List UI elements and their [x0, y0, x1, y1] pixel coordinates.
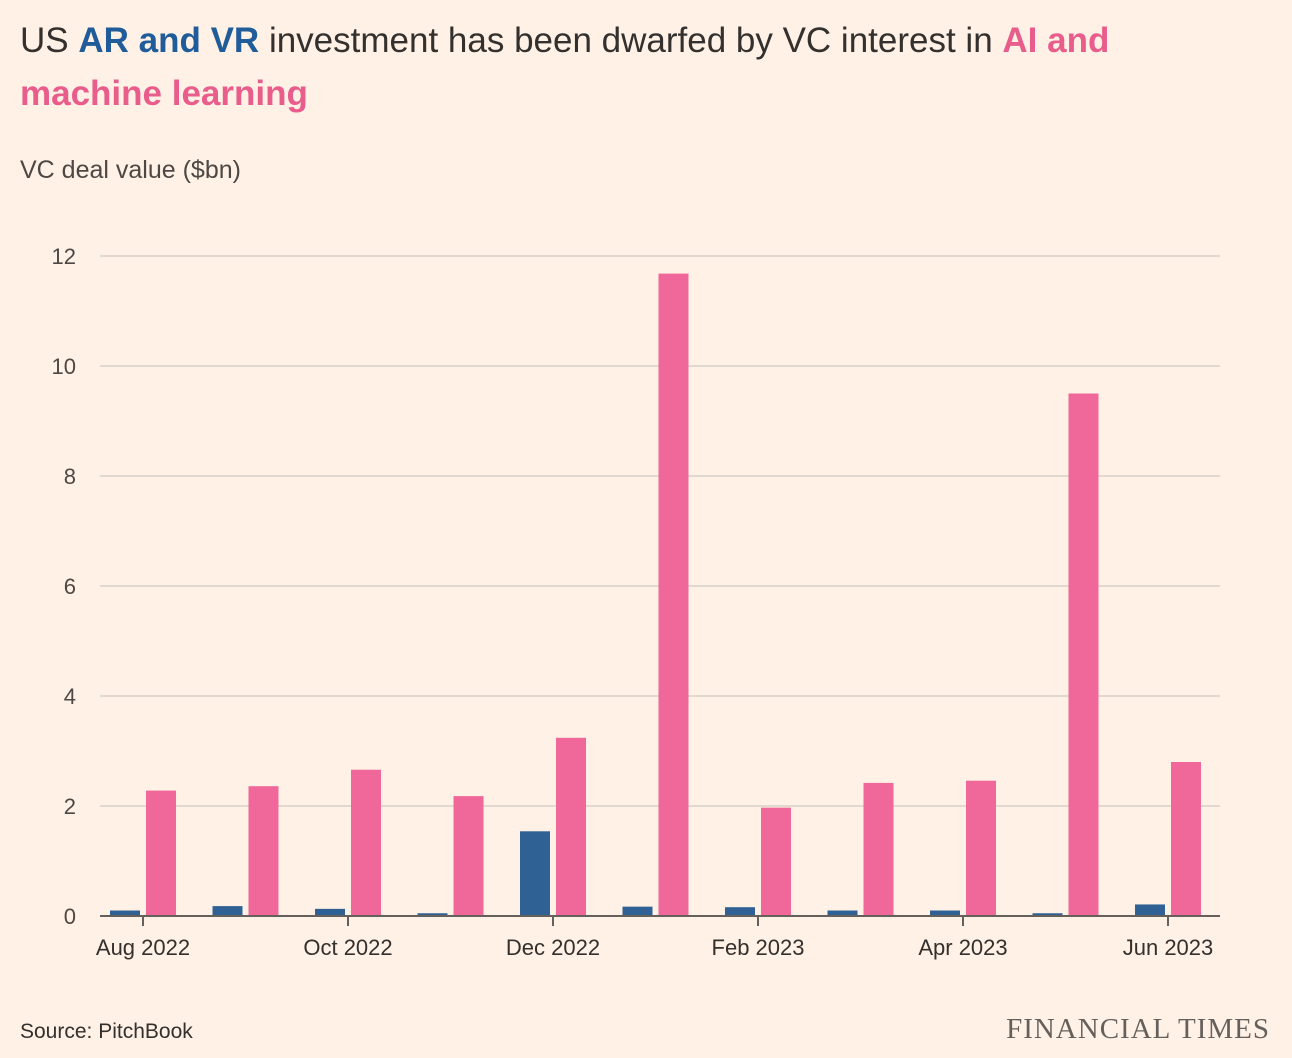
y-tick-label-2: 2: [64, 794, 76, 819]
y-tick-label-6: 6: [64, 574, 76, 599]
bar-arvr-mar-2023: [827, 910, 858, 916]
bar-ai-dec-2022: [556, 737, 586, 916]
bar-ai-apr-2023: [966, 780, 996, 916]
y-tick-label-10: 10: [52, 354, 76, 379]
y-tick-label-12: 12: [52, 244, 76, 269]
ft-logo: FINANCIAL TIMES: [1006, 1013, 1270, 1045]
x-tick-label-6: Feb 2023: [712, 935, 805, 960]
bar-ai-jun-2023: [1171, 762, 1201, 916]
bar-ai-aug-2022: [146, 790, 176, 916]
title-prefix: US: [20, 21, 79, 60]
chart-title: US AR and VR investment has been dwarfed…: [20, 14, 1240, 120]
x-tick-label-0: Aug 2022: [96, 935, 190, 960]
x-tick-label-2: Oct 2022: [303, 935, 392, 960]
bar-arvr-aug-2022: [110, 910, 140, 916]
x-tick-label-8: Apr 2023: [918, 935, 1007, 960]
bar-ai-oct-2022: [351, 769, 381, 916]
x-axis: Aug 2022 Oct 2022 Dec 2022 Feb 2023 Apr 2023…: [96, 915, 1220, 960]
bar-ai-jan-2023: [658, 273, 689, 917]
bar-arvr-jan-2023: [622, 906, 653, 916]
y-tick-label-4: 4: [64, 684, 76, 709]
bar-ai-mar-2023: [863, 782, 894, 916]
bar-arvr-oct-2022: [315, 908, 345, 916]
x-tick-label-10: Jun 2023: [1123, 935, 1214, 960]
bar-arvr-nov-2022: [417, 913, 448, 916]
bar-arvr-dec-2022: [520, 831, 550, 916]
bar-ai-may-2023: [1068, 393, 1099, 916]
bar-arvr-may-2023: [1032, 913, 1063, 916]
title-ai-highlight: AI and machine learning: [20, 21, 1110, 113]
bar-arvr-apr-2023: [930, 910, 960, 916]
y-tick-label-8: 8: [64, 464, 76, 489]
bar-ai-sep-2022: [248, 786, 279, 916]
title-middle: investment has been dwarfed by VC intere…: [259, 21, 1003, 60]
bars: [110, 273, 1201, 917]
y-axis-label: VC deal value ($bn): [20, 156, 241, 184]
title-arvr-highlight: AR and VR: [78, 21, 260, 60]
bar-arvr-feb-2023: [725, 907, 755, 916]
bar-ai-nov-2022: [453, 796, 484, 916]
y-tick-label-0: 0: [64, 904, 76, 929]
x-tick-label-4: Dec 2022: [506, 935, 600, 960]
bar-ai-feb-2023: [761, 807, 791, 916]
bar-arvr-sep-2022: [212, 906, 243, 916]
bar-arvr-jun-2023: [1135, 904, 1165, 916]
bar-chart: 0 2 4 6 8 10 12 Aug 2022 Oct 2022 Dec 2022 Feb 20…: [52, 244, 1220, 960]
source-note: Source: PitchBook: [20, 1020, 193, 1043]
y-axis-ticks: 0 2 4 6 8 10 12: [52, 244, 76, 929]
